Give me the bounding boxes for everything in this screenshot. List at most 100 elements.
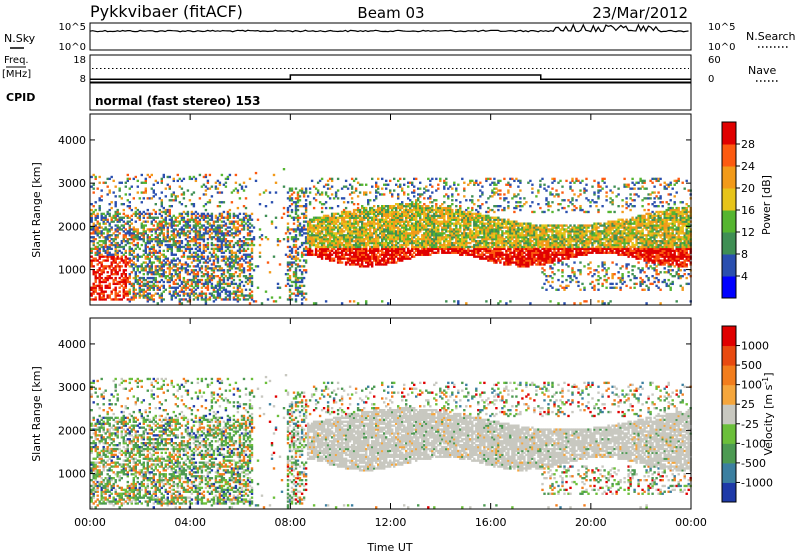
heatmap-cell <box>188 249 192 253</box>
heatmap-cell <box>491 238 494 241</box>
heatmap-cell <box>338 228 342 231</box>
heatmap-cell <box>170 275 173 278</box>
heatmap-cell <box>98 232 101 235</box>
heatmap-cell <box>431 228 434 231</box>
heatmap-cell <box>172 238 175 241</box>
heatmap-cell <box>160 261 163 264</box>
heatmap-cell <box>238 238 242 241</box>
heatmap-cell <box>367 212 370 216</box>
heatmap-cell <box>373 210 376 214</box>
heatmap-cell <box>152 191 155 194</box>
heatmap-cell <box>170 193 173 196</box>
heatmap-cell <box>202 175 206 179</box>
heatmap-cell <box>367 236 370 239</box>
heatmap-cell <box>377 243 380 247</box>
heatmap-cell <box>389 232 392 235</box>
heatmap-cell <box>242 240 246 243</box>
heatmap-cell <box>214 232 218 235</box>
heatmap-cell <box>216 238 220 241</box>
heatmap-cell <box>294 269 298 272</box>
heatmap-cell <box>473 218 476 221</box>
heatmap-cell <box>140 280 143 284</box>
heatmap-cell <box>238 240 242 243</box>
heatmap-cell <box>156 265 159 268</box>
heatmap-cell <box>457 183 460 186</box>
heatmap-cell <box>240 263 244 266</box>
heatmap-cell <box>200 216 204 219</box>
heatmap-cell <box>389 222 392 225</box>
heatmap-cell <box>294 251 298 254</box>
heatmap-cell <box>306 241 310 245</box>
heatmap-cell <box>469 212 472 216</box>
heatmap-cell <box>104 238 107 241</box>
heatmap-cell <box>302 228 306 231</box>
heatmap-cell <box>425 230 428 233</box>
heatmap-cell <box>344 261 348 264</box>
heatmap-cell <box>328 255 332 258</box>
heatmap-cell <box>156 302 159 305</box>
heatmap-cell <box>196 294 200 297</box>
heatmap-cell <box>433 230 436 233</box>
heatmap-cell <box>375 197 378 200</box>
heatmap-cell <box>294 278 298 282</box>
heatmap-cell <box>104 181 107 184</box>
heatmap-cell <box>391 261 394 264</box>
heatmap-cell <box>156 181 159 184</box>
heatmap-cell <box>427 216 430 219</box>
cpid-label: CPID <box>6 91 35 104</box>
heatmap-cell <box>172 214 175 218</box>
heatmap-cell <box>136 253 139 256</box>
heatmap-cell <box>134 296 137 299</box>
heatmap-cell <box>373 232 376 235</box>
heatmap-cell <box>413 177 416 181</box>
heatmap-cell <box>479 214 482 218</box>
heatmap-cell <box>433 228 436 231</box>
heatmap-cell <box>152 284 155 288</box>
heatmap-cell <box>379 232 382 235</box>
heatmap-cell <box>194 296 198 299</box>
heatmap-cell <box>168 175 171 179</box>
heatmap-cell <box>358 214 362 218</box>
heatmap-cell <box>324 224 328 227</box>
heatmap-cell <box>449 243 452 247</box>
heatmap-cell <box>304 269 308 272</box>
heatmap-cell <box>294 230 298 233</box>
heatmap-cell <box>369 240 372 243</box>
heatmap-cell <box>160 203 163 206</box>
heatmap-cell <box>220 173 224 177</box>
heatmap-cell <box>463 243 466 247</box>
heatmap-cell <box>300 189 304 192</box>
heatmap-cell <box>377 222 380 225</box>
heatmap-cell <box>369 191 372 194</box>
heatmap-cell <box>96 220 99 223</box>
heatmap-cell <box>162 175 165 179</box>
heatmap-cell <box>342 224 346 227</box>
heatmap-cell <box>451 238 454 241</box>
heatmap-cell <box>377 220 380 223</box>
heatmap-cell <box>455 205 458 208</box>
heatmap-cell <box>395 216 398 219</box>
heatmap-cell <box>112 238 115 241</box>
heatmap-cell <box>457 243 460 247</box>
heatmap-cell <box>130 236 133 239</box>
heatmap-cell <box>134 247 137 251</box>
heatmap-cell <box>379 206 382 210</box>
heatmap-cell <box>172 236 175 239</box>
heatmap-cell <box>208 224 212 227</box>
heatmap-cell <box>218 286 222 289</box>
heatmap-cell <box>224 238 228 241</box>
heatmap-cell <box>441 236 444 239</box>
beam-title: Beam 03 <box>357 4 424 22</box>
heatmap-cell <box>294 280 298 284</box>
heatmap-cell <box>160 205 163 208</box>
heatmap-cell <box>437 245 440 249</box>
heatmap-cell <box>224 177 228 181</box>
heatmap-cell <box>228 249 232 253</box>
heatmap-cell <box>236 226 240 229</box>
heatmap-cell <box>459 240 462 243</box>
heatmap-cell <box>435 208 438 212</box>
heatmap-cell <box>330 222 334 225</box>
heatmap-cell <box>316 255 320 258</box>
heatmap-cell <box>463 181 466 184</box>
heatmap-cell <box>178 271 181 274</box>
